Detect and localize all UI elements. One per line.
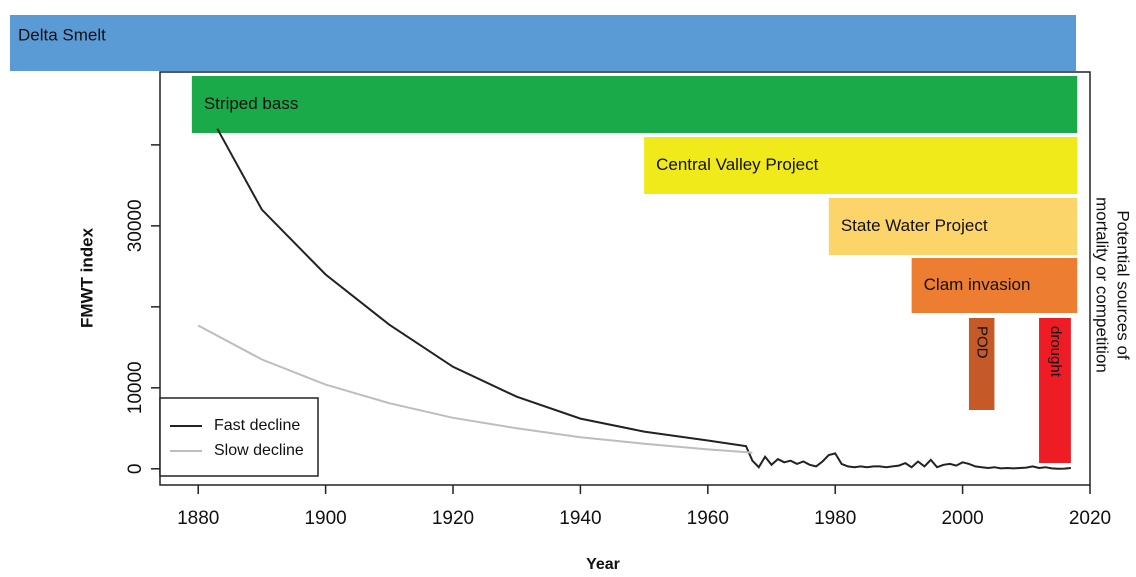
legend-box xyxy=(159,397,319,477)
x-axis-label: Year xyxy=(586,556,620,573)
x-tick-label: 1920 xyxy=(432,508,474,529)
interval-label: State Water Project xyxy=(841,216,988,235)
series-line xyxy=(197,324,753,454)
interval-bar xyxy=(911,258,1078,313)
plot-frame xyxy=(159,71,1091,486)
interval-bar xyxy=(828,198,1078,255)
y-tick-label: 0 xyxy=(125,464,146,475)
x-tick-label: 1960 xyxy=(687,508,729,529)
right-label: Potential sources of xyxy=(1114,210,1133,360)
interval-bar xyxy=(644,137,1078,194)
interval-label: Clam invasion xyxy=(924,275,1031,294)
x-tick-label: 1880 xyxy=(177,508,219,529)
x-tick-label: 2000 xyxy=(941,508,983,529)
banner-bar xyxy=(10,15,1076,71)
right-label: mortality or competition xyxy=(1093,197,1112,373)
x-tick-label: 1980 xyxy=(814,508,856,529)
x-tick-label: 1900 xyxy=(304,508,346,529)
series-line xyxy=(216,128,1071,470)
banner-text: Delta Smelt xyxy=(18,25,106,44)
x-tick-label: 1940 xyxy=(559,508,601,529)
y-tick-label: 30000 xyxy=(125,199,146,252)
interval-label: POD xyxy=(974,326,991,359)
legend-label: Fast decline xyxy=(214,417,300,434)
interval-label: Central Valley Project xyxy=(656,155,818,174)
interval-bar xyxy=(968,318,995,410)
y-tick-label: 10000 xyxy=(125,361,146,414)
legend-label: Slow decline xyxy=(214,442,304,459)
interval-bar xyxy=(1039,318,1071,463)
x-tick-label: 2020 xyxy=(1069,508,1111,529)
y-axis-label: FMWT index xyxy=(77,227,96,328)
interval-label: Striped bass xyxy=(204,94,298,113)
interval-bar xyxy=(191,76,1078,133)
interval-label: drought xyxy=(1047,326,1064,378)
